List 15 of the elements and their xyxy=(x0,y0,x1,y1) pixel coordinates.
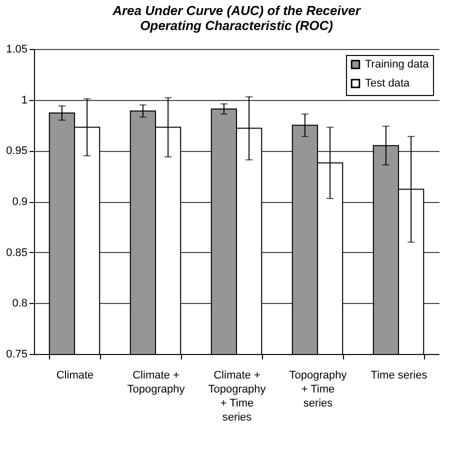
legend-label: Training data xyxy=(365,58,430,70)
x-tick-label: Topography + Time series xyxy=(289,370,348,410)
y-tick-label: 0.95 xyxy=(6,145,28,158)
x-tick-label: Climate xyxy=(56,370,94,382)
x-tick-label: Climate + Topography + Time series xyxy=(208,370,266,424)
y-tick-label: 1 xyxy=(21,94,28,106)
chart-title: Area Under Curve (AUC) of the Receiver Operating Characteristic (ROC) xyxy=(112,3,362,33)
y-tick-label: 0.85 xyxy=(6,246,28,259)
x-tick-label: Climate + Topography xyxy=(127,370,186,396)
y-tick-label: 0.75 xyxy=(6,348,28,360)
y-tick-label: 0.9 xyxy=(12,196,28,208)
legend-label: Test data xyxy=(365,78,411,90)
y-tick-label: 0.8 xyxy=(12,298,28,310)
y-tick-label: 1.05 xyxy=(6,44,28,56)
x-tick-label: Time series xyxy=(370,370,428,382)
